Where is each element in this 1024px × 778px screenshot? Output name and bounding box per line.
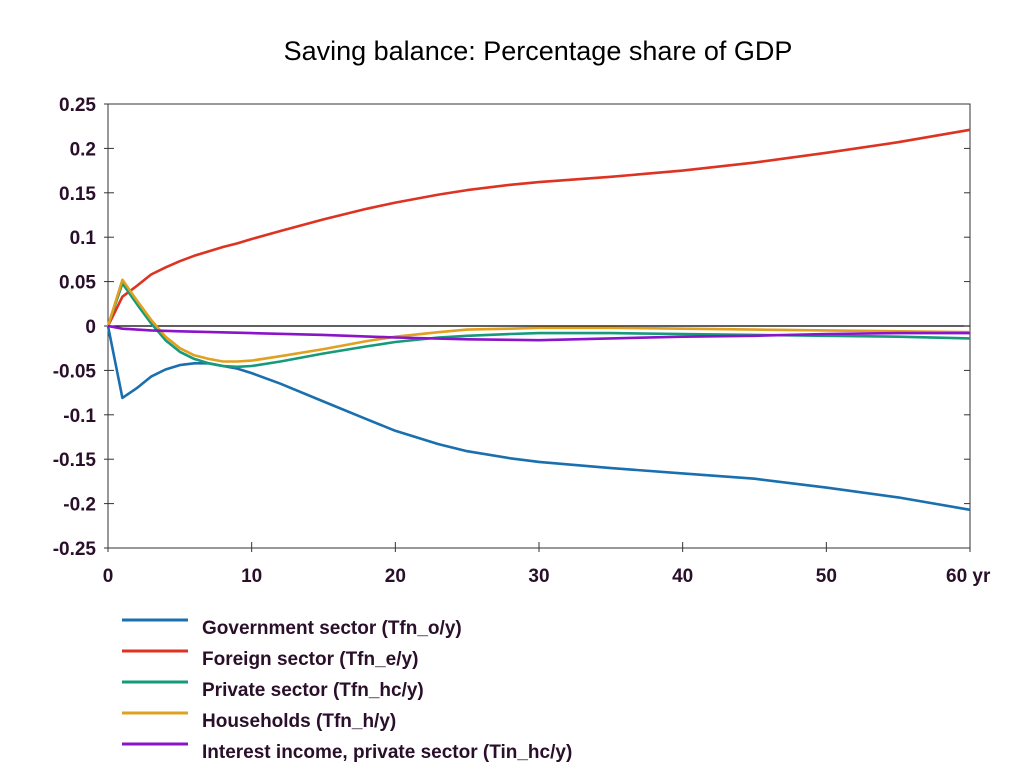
x-tick-label: 20 [385,566,406,587]
axes: 0.25 0.2 0.15 0.1 0.05 0 -0.05 -0.1 -0.15 -0.2 -0.… [53,95,991,587]
y-tick-label: -0.2 [63,495,96,516]
series-line [106,278,971,363]
y-tick-label: 0.25 [59,95,96,116]
x-tick-label: 10 [241,566,262,587]
y-tick-label: 0.05 [59,273,96,294]
series-line [107,324,970,342]
series-line [106,325,971,512]
y-tick-label: -0.25 [53,539,97,560]
x-tick-label: 40 [672,566,693,587]
x-tick-label: 50 [816,566,837,587]
legend-label: Government sector (Tfn_o/y) [202,618,462,639]
series-lines [106,128,971,512]
y-tick-label: 0.1 [70,228,97,249]
legend-label: Households (Tfn_h/y) [202,711,396,732]
x-tick-label: 30 [528,566,549,587]
y-tick-label: -0.15 [53,450,97,471]
legend-label: Private sector (Tfn_hc/y) [202,680,424,701]
legend-label: Interest income, private sector (Tin_hc/… [202,742,572,763]
series-line [106,282,971,369]
y-tick-label: -0.1 [63,406,96,427]
series-line [106,128,971,327]
y-tick-label: 0 [85,317,96,338]
legend: Government sector (Tfn_o/y) Foreign secto… [122,618,572,763]
chart-title: Saving balance: Percentage share of GDP [284,36,793,66]
x-tick-label: 0 [103,566,114,587]
y-tick-label: -0.05 [53,361,97,382]
legend-label: Foreign sector (Tfn_e/y) [202,649,418,670]
y-tick-label: 0.15 [59,184,96,205]
x-tick-label: 60 yr [946,566,991,587]
y-tick-label: 0.2 [70,139,96,160]
